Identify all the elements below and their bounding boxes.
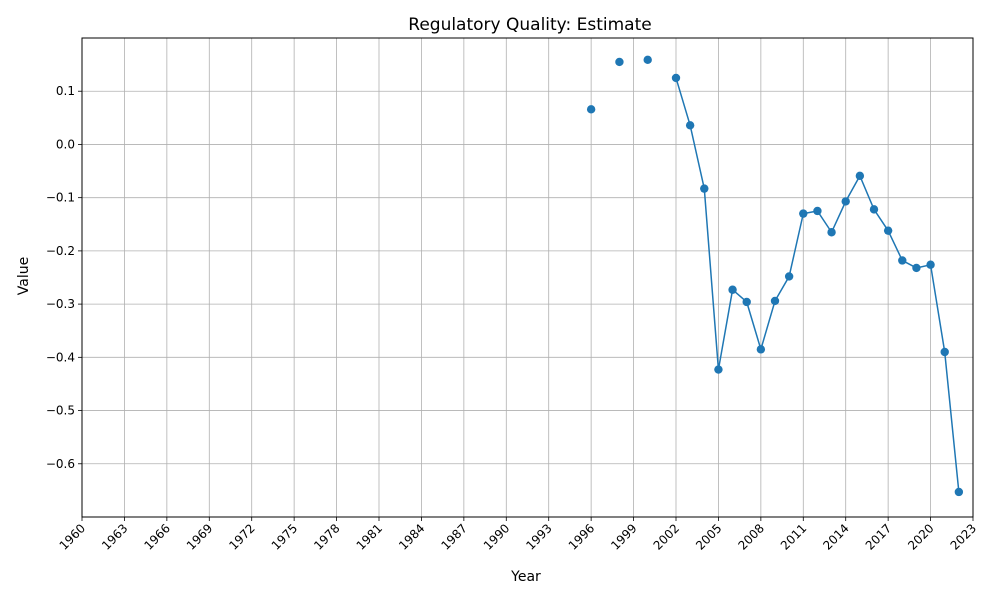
x-tick-label: 2020 [905,521,936,552]
y-tick-label: −0.1 [46,191,75,205]
y-tick-label: 0.0 [56,137,75,151]
y-tick-label: −0.4 [46,350,75,364]
x-tick-label: 1978 [311,521,342,552]
x-tick-label: 2005 [693,521,724,552]
data-point [615,57,624,67]
data-point [954,487,964,497]
data-point [813,206,822,216]
data-point [728,285,737,294]
data-point [643,55,652,65]
data-point [756,345,766,354]
y-tick-label: −0.2 [46,244,75,258]
data-point [799,209,808,218]
x-tick-label: 2014 [820,521,851,552]
data-point [883,226,893,235]
x-tick-label: 1984 [396,521,427,552]
data-point [784,272,794,281]
x-tick-label: 2017 [863,521,894,552]
y-tick-label: −0.6 [46,457,75,471]
x-tick-label: 1969 [184,521,215,552]
data-point [586,105,596,114]
x-tick-label: 2011 [778,521,809,552]
data-point [940,347,949,357]
x-tick-label: 1999 [608,521,639,552]
x-tick-label: 1966 [141,521,172,552]
x-tick-label: 2008 [735,521,766,552]
x-axis-ticks: 1960 1963 1966 1969 1972 1975 1978 1981 1984 1987… [57,517,979,553]
y-tick-label: −0.3 [46,297,75,311]
data-point [700,184,709,193]
x-tick-label: 1981 [354,521,385,552]
data-point [912,263,921,273]
grid [81,38,974,517]
y-tick-label: −0.5 [46,404,75,418]
data-point [855,171,865,181]
data-point [898,256,907,265]
series [586,55,964,497]
data-point [926,260,935,269]
x-tick-label: 2002 [651,521,682,552]
chart-title: Regulatory Quality: Estimate [408,15,651,35]
x-tick-label: 1993 [523,521,554,552]
x-axis-label: Year [510,569,541,585]
x-tick-label: 1990 [481,521,512,552]
x-tick-label: 2023 [948,521,979,552]
data-point [714,365,723,374]
x-tick-label: 1987 [438,521,469,552]
data-point [841,197,850,206]
y-axis-label: Value [16,257,32,295]
x-tick-label: 1975 [269,521,300,552]
plot-frame [81,37,974,518]
y-axis-ticks: 0.1 0.0 −0.1 −0.2 −0.3 −0.4 −0.5 −0.6 [46,84,82,471]
x-tick-label: 1960 [57,521,88,552]
x-tick-label: 1996 [566,521,597,552]
x-tick-label: 1963 [99,521,130,552]
data-point [770,296,780,306]
data-point [827,228,836,237]
data-point [869,205,879,214]
x-tick-label: 1972 [226,521,257,552]
y-tick-label: 0.1 [56,84,75,98]
data-point [685,121,695,130]
data-point [671,73,681,83]
data-point [742,297,751,307]
